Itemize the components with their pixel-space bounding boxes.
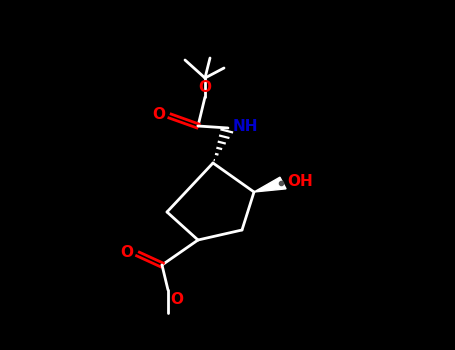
Text: O: O xyxy=(198,80,212,95)
Text: O: O xyxy=(152,107,166,122)
Text: OH: OH xyxy=(288,174,313,189)
Text: O: O xyxy=(170,292,183,307)
Text: NH: NH xyxy=(233,119,258,134)
Polygon shape xyxy=(254,177,286,192)
Text: O: O xyxy=(121,245,133,260)
